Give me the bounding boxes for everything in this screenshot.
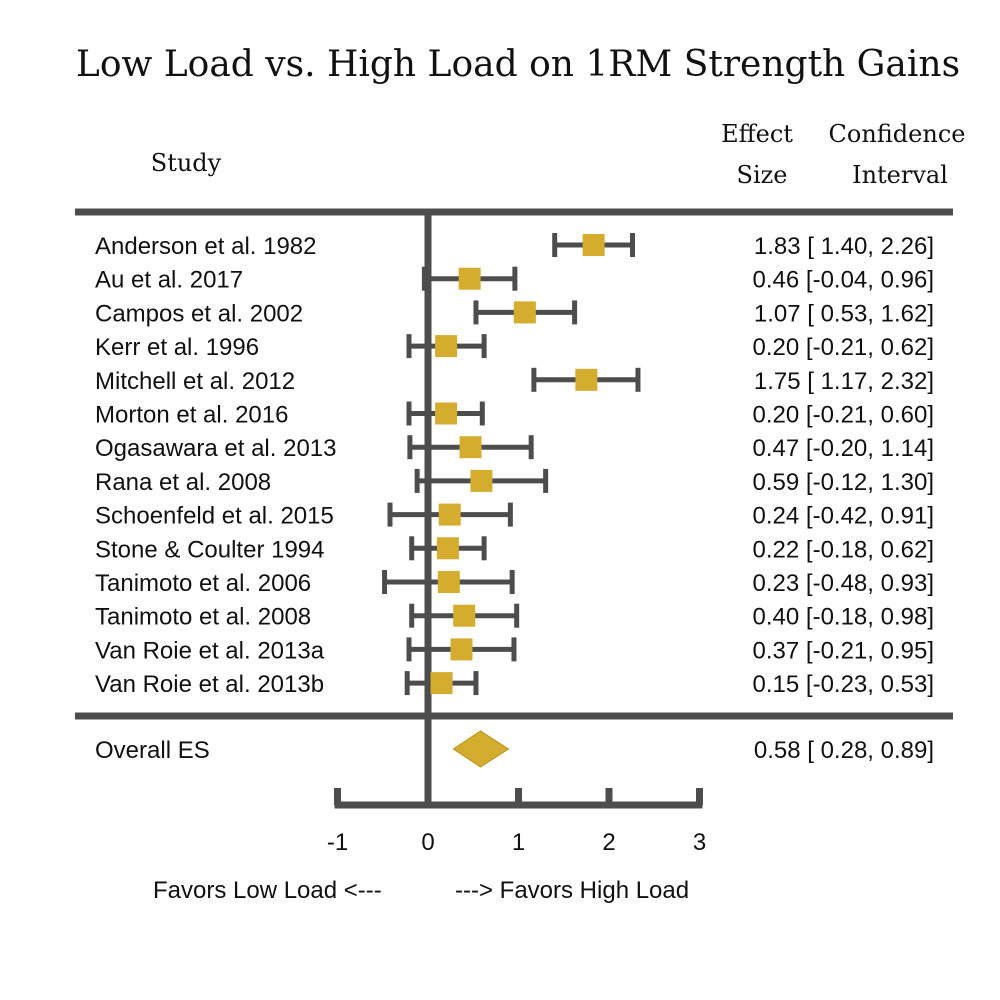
study-row: Ogasawara et al. 2013 0.47 [-0.20, 1.14] (95, 435, 934, 462)
study-label: Morton et al. 2016 (95, 402, 288, 429)
effect-size-ci-label: 0.37 [-0.21, 0.95] (753, 637, 934, 664)
effect-size-marker (438, 503, 461, 526)
overall-row: Overall ES 0.58 [ 0.28, 0.89] (95, 730, 934, 768)
study-label: Tanimoto et al. 2008 (95, 604, 311, 631)
effect-size-ci-label: 1.75 [ 1.17, 2.32] (754, 368, 934, 395)
study-label: Tanimoto et al. 2006 (95, 570, 311, 597)
x-axis: -1 0 1 2 3 (327, 788, 706, 856)
effect-size-ci-label: 1.83 [ 1.40, 2.26] (754, 233, 934, 260)
study-label: Mitchell et al. 2012 (95, 368, 295, 395)
effect-size-ci-label: 0.20 [-0.21, 0.60] (753, 402, 934, 429)
study-label: Van Roie et al. 2013b (95, 671, 324, 698)
effect-size-marker (459, 436, 482, 459)
effect-size-header-line1: Effect (721, 120, 793, 148)
study-row: Rana et al. 2008 0.59 [-0.12, 1.30] (95, 468, 934, 496)
study-row: Van Roie et al. 2013b 0.15 [-0.23, 0.53] (95, 671, 934, 698)
effect-size-ci-label: 0.23 [-0.48, 0.93] (753, 570, 934, 597)
overall-diamond (452, 730, 510, 768)
effect-size-ci-label: 0.22 [-0.18, 0.62] (753, 536, 934, 563)
effect-size-marker (453, 604, 476, 627)
study-row: Mitchell et al. 2012 1.75 [ 1.17, 2.32] (95, 367, 934, 395)
study-label: Au et al. 2017 (95, 267, 243, 294)
x-tick-label: 2 (602, 829, 615, 856)
effect-size-marker (513, 301, 536, 324)
effect-size-marker (430, 672, 453, 695)
chart-title: Low Load vs. High Load on 1RM Strength G… (76, 44, 960, 85)
overall-effect-size-ci-label: 0.58 [ 0.28, 0.89] (754, 737, 934, 764)
effect-size-ci-label: 0.15 [-0.23, 0.53] (753, 671, 934, 698)
effect-size-ci-label: 1.07 [ 0.53, 1.62] (754, 300, 934, 327)
study-row: Anderson et al. 1982 1.83 [ 1.40, 2.26] (95, 233, 934, 260)
study-label: Ogasawara et al. 2013 (95, 435, 337, 462)
study-row: Tanimoto et al. 2006 0.23 [-0.48, 0.93] (95, 570, 934, 597)
study-row: Kerr et al. 1996 0.20 [-0.21, 0.62] (95, 334, 934, 361)
study-row: Tanimoto et al. 2008 0.40 [-0.18, 0.98] (95, 603, 934, 631)
effect-size-marker (450, 638, 473, 661)
effect-size-ci-label: 0.46 [-0.04, 0.96] (753, 267, 934, 294)
effect-size-ci-label: 0.24 [-0.42, 0.91] (753, 503, 934, 530)
overall-label: Overall ES (95, 737, 210, 764)
effect-size-ci-label: 0.40 [-0.18, 0.98] (753, 604, 934, 631)
effect-size-marker (458, 267, 481, 290)
study-row: Schoenfeld et al. 2015 0.24 [-0.42, 0.91] (95, 503, 934, 530)
x-tick-label: 1 (512, 829, 525, 856)
effect-size-marker (582, 234, 605, 256)
study-row: Au et al. 2017 0.46 [-0.04, 0.96] (95, 266, 934, 294)
study-row: Morton et al. 2016 0.20 [-0.21, 0.60] (95, 401, 934, 429)
study-label: Schoenfeld et al. 2015 (95, 503, 334, 530)
effect-size-marker (437, 571, 460, 593)
study-label: Campos et al. 2002 (95, 300, 303, 327)
x-tick-label: 0 (421, 829, 434, 856)
study-row: Van Roie et al. 2013a 0.37 [-0.21, 0.95] (95, 637, 934, 664)
study-rows: Anderson et al. 1982 1.83 [ 1.40, 2.26] Au… (95, 233, 934, 698)
effect-size-ci-label: 0.47 [-0.20, 1.14] (753, 435, 934, 462)
study-label: Stone & Coulter 1994 (95, 536, 325, 563)
effect-size-marker (436, 537, 459, 560)
study-label: Rana et al. 2008 (95, 469, 271, 496)
x-tick-label: 3 (693, 829, 706, 856)
effect-size-marker (575, 368, 598, 391)
study-row: Stone & Coulter 1994 0.22 [-0.18, 0.62] (95, 536, 934, 563)
ci-header-line1: Confidence (829, 120, 966, 148)
study-label: Anderson et al. 1982 (95, 233, 317, 260)
effect-size-marker (435, 335, 458, 358)
study-label: Van Roie et al. 2013a (95, 637, 325, 664)
effect-size-ci-label: 0.59 [-0.12, 1.30] (753, 469, 934, 496)
ci-header-line2: Interval (852, 161, 948, 189)
effect-size-marker (470, 469, 493, 492)
effect-size-ci-label: 0.20 [-0.21, 0.62] (753, 334, 934, 361)
effect-size-marker (435, 402, 458, 425)
favors-low-load-label: Favors Low Load <--- (153, 877, 382, 904)
effect-size-header-line2: Size (737, 161, 788, 189)
favors-high-load-label: ---> Favors High Load (455, 877, 689, 904)
study-header: Study (151, 149, 222, 177)
study-row: Campos et al. 2002 1.07 [ 0.53, 1.62] (95, 300, 934, 327)
x-tick-label: -1 (327, 829, 348, 856)
study-label: Kerr et al. 1996 (95, 334, 259, 361)
